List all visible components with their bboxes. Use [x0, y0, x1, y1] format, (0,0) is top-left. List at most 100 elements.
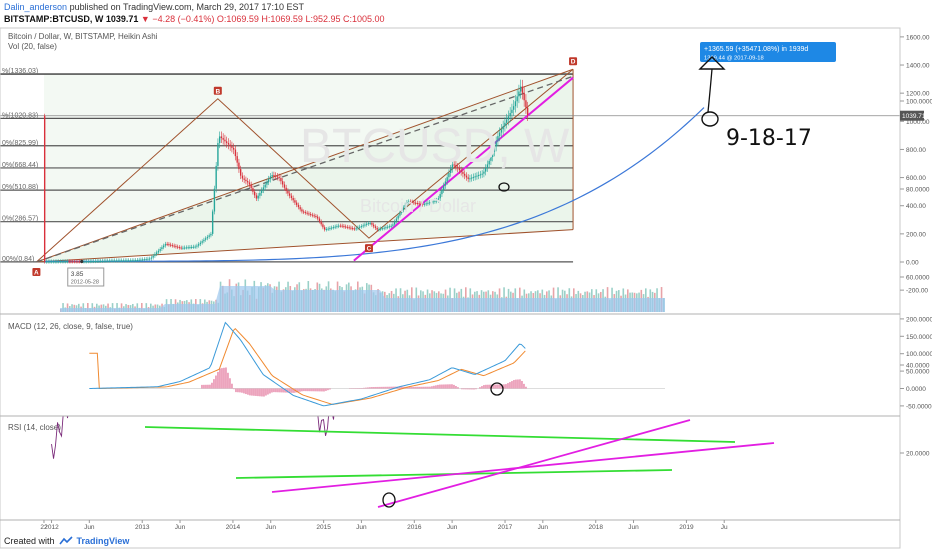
candle [490, 156, 492, 161]
macd-histogram-bar [419, 386, 421, 389]
candle [502, 126, 504, 130]
price-tick-label: 1200.00 [906, 91, 930, 98]
candle [126, 260, 128, 262]
abcd-pattern [36, 68, 574, 263]
volume-bar [145, 303, 148, 312]
macd-histogram-bar [323, 388, 325, 392]
watermark-name: Bitcoin / Dollar [360, 196, 476, 216]
candle [395, 218, 398, 222]
candle [266, 181, 268, 185]
candle [197, 244, 200, 246]
candle [63, 261, 65, 263]
brand-link[interactable]: TradingView [76, 536, 130, 546]
candle [245, 179, 247, 182]
candle [175, 246, 177, 248]
candle [292, 198, 294, 201]
candle [68, 261, 70, 263]
macd-histogram-bar [269, 388, 271, 394]
price-tick-label: 1400.00 [906, 63, 930, 70]
candle [239, 169, 242, 176]
author-link[interactable]: Dalin_anderson [4, 2, 68, 12]
candle [460, 170, 462, 173]
candle [456, 166, 459, 169]
macd-histogram-bar [297, 388, 299, 393]
candle [250, 184, 252, 189]
footer: Created with TradingView [4, 536, 129, 546]
rsi-tick-label: 40.0000 [906, 363, 930, 370]
macd-histogram-bar [507, 383, 509, 389]
macd-histogram-bar [441, 384, 443, 389]
macd-pane [89, 321, 665, 407]
price-pane: %(1336.03)%(1020.83)0%(825.99)0%(668.44)… [0, 42, 900, 312]
candle [483, 171, 485, 174]
candle [344, 226, 347, 228]
candle [243, 178, 245, 180]
candle [449, 168, 452, 173]
candle [124, 260, 126, 262]
time-tick-label: 2015 [316, 524, 331, 531]
volume-bar [91, 303, 94, 312]
macd-histogram-bar [251, 388, 253, 396]
rsi-tick-label: 100.0000 [906, 99, 932, 106]
macd-histogram-bar [401, 386, 403, 389]
macd-histogram-bar [475, 388, 477, 390]
candle [281, 181, 284, 185]
candle [210, 233, 212, 236]
macd-histogram-bar [225, 367, 227, 389]
candle [196, 245, 198, 247]
volume-bar [120, 303, 123, 312]
candle [350, 227, 352, 229]
macd-histogram-bar [413, 386, 415, 389]
macd-histogram-bar [223, 367, 225, 389]
macd-histogram-bar [503, 384, 505, 389]
candle [493, 146, 496, 152]
candle [512, 106, 515, 110]
candle [134, 260, 137, 262]
candle [334, 226, 336, 228]
candle [56, 261, 58, 263]
candle [84, 261, 86, 263]
macd-histogram-bar [445, 384, 447, 389]
candle [227, 142, 230, 145]
volume-bar [82, 303, 85, 312]
candle [280, 177, 282, 182]
macd-histogram-bar [389, 386, 391, 389]
macd-histogram-bar [215, 375, 217, 389]
last-price: 1039.71 [105, 14, 139, 24]
macd-histogram-bar [327, 388, 329, 391]
candle [91, 261, 93, 263]
candle [486, 164, 489, 169]
candle [271, 175, 273, 177]
candle [400, 210, 403, 213]
rsi-band [0, 233, 900, 409]
macd-histogram-bar [219, 368, 221, 389]
macd-histogram-bar [385, 386, 387, 389]
macd-histogram-bar [201, 384, 203, 389]
candle [348, 227, 350, 229]
volume-bar [62, 303, 64, 312]
macd-histogram-bar [465, 388, 467, 390]
macd-histogram-bar [279, 388, 281, 393]
candle [360, 226, 363, 228]
candle [155, 252, 158, 255]
candle [383, 227, 385, 229]
candle [476, 175, 478, 177]
macd-signal-line [89, 327, 526, 405]
macd-histogram-bar [241, 388, 243, 393]
macd-histogram-bar [517, 379, 519, 389]
candle [297, 204, 300, 208]
macd-histogram-bar [211, 382, 213, 389]
time-tick-label: 22 [40, 524, 48, 531]
candle [434, 200, 436, 202]
candle [481, 173, 483, 175]
macd-line [89, 321, 526, 407]
candle [232, 147, 235, 150]
candle [138, 259, 140, 261]
abcd-point-label: B [215, 88, 220, 95]
volume-bar [136, 303, 139, 312]
rsi-magenta-lower [271, 442, 775, 493]
macd-histogram-bar [409, 386, 411, 389]
handwritten-date: 9-18-17 [726, 126, 812, 151]
candle [474, 176, 476, 178]
